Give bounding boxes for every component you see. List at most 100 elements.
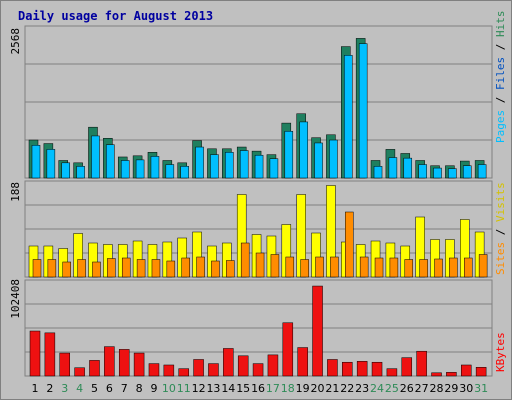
- legend-files: Files: [494, 57, 507, 90]
- bar-kbytes: [193, 359, 204, 377]
- day-label: 4: [76, 382, 83, 395]
- bar-sites: [285, 256, 295, 278]
- bar-sites: [151, 259, 161, 278]
- bar-files: [388, 157, 398, 179]
- day-label: 14: [221, 382, 235, 395]
- bar-sites: [270, 254, 280, 278]
- bar-kbytes: [446, 372, 457, 377]
- bar-kbytes: [148, 363, 160, 377]
- bar-files: [403, 157, 413, 179]
- day-label: 26: [400, 382, 414, 395]
- bar-sites: [62, 261, 71, 278]
- bar-kbytes: [29, 330, 41, 377]
- day-label: 17: [266, 382, 280, 395]
- bar-files: [106, 144, 115, 179]
- day-label: 10: [162, 382, 176, 395]
- legend-hits: Hits: [494, 11, 507, 38]
- bar-sites: [255, 252, 265, 278]
- bar-kbytes: [401, 357, 413, 377]
- bar-kbytes: [267, 354, 279, 377]
- day-label: 22: [340, 382, 354, 395]
- day-label: 21: [325, 382, 339, 395]
- bar-kbytes: [118, 349, 130, 377]
- bar-kbytes: [312, 285, 323, 377]
- bar-sites: [374, 257, 384, 278]
- bar-sites: [345, 211, 354, 278]
- bar-files: [463, 165, 472, 179]
- bar-files: [477, 164, 487, 179]
- bar-sites: [226, 260, 235, 278]
- bar-files: [269, 158, 279, 179]
- bar-files: [61, 162, 70, 179]
- day-label: 5: [91, 382, 98, 395]
- day-label: 29: [444, 382, 458, 395]
- bar-files: [299, 121, 308, 179]
- bar-kbytes: [74, 367, 85, 377]
- bar-sites: [359, 256, 369, 278]
- bar-files: [373, 166, 383, 179]
- day-label: 13: [206, 382, 220, 395]
- day-label: 20: [311, 382, 325, 395]
- bar-files: [120, 160, 130, 179]
- bar-sites: [330, 256, 339, 278]
- legend-pages: Pages: [494, 110, 507, 143]
- bar-sites: [181, 257, 190, 278]
- bar-files: [195, 146, 204, 179]
- day-label: 18: [281, 382, 295, 395]
- bar-kbytes: [431, 372, 442, 377]
- day-label: 6: [106, 382, 113, 395]
- bar-files: [284, 131, 294, 179]
- chart-title: Daily usage for August 2013: [18, 9, 213, 23]
- bar-kbytes: [133, 352, 145, 377]
- bar-files: [76, 166, 85, 179]
- bar-kbytes: [89, 360, 100, 377]
- bar-kbytes: [475, 367, 487, 377]
- legend-separator: /: [494, 37, 507, 57]
- bar-files: [344, 55, 353, 179]
- bar-kbytes: [44, 332, 56, 377]
- bottom-legend: KBytes: [494, 332, 507, 372]
- bar-sites: [166, 260, 176, 278]
- bar-kbytes: [356, 361, 368, 377]
- bar-kbytes: [178, 368, 189, 377]
- day-label: 2: [46, 382, 53, 395]
- bar-sites: [300, 259, 309, 278]
- middle-ymax-label: 188: [9, 182, 22, 202]
- day-label: 28: [430, 382, 444, 395]
- bar-sites: [196, 256, 205, 278]
- day-label: 7: [121, 382, 128, 395]
- bar-sites: [315, 256, 324, 278]
- day-label: 3: [61, 382, 68, 395]
- bar-sites: [478, 254, 488, 278]
- bar-files: [165, 164, 175, 179]
- bar-files: [150, 156, 160, 179]
- day-label: 11: [177, 382, 191, 395]
- bar-files: [135, 159, 145, 179]
- top-ymax-label: 2568: [9, 28, 22, 55]
- bar-files: [31, 145, 41, 179]
- bar-files: [254, 154, 264, 179]
- bottom-ymax-label: 102408: [9, 279, 22, 319]
- bar-kbytes: [104, 346, 115, 377]
- bar-kbytes: [297, 347, 308, 377]
- top-legend: Pages / Files / Hits: [494, 11, 507, 144]
- bar-sites: [240, 242, 250, 278]
- bar-files: [418, 164, 427, 179]
- bar-sites: [92, 261, 101, 278]
- bar-files: [448, 168, 457, 179]
- bar-files: [91, 135, 100, 179]
- bar-files: [433, 167, 442, 179]
- bar-sites: [32, 259, 42, 278]
- legend-visits: Visits: [494, 182, 507, 222]
- bar-kbytes: [371, 361, 383, 377]
- bar-kbytes: [282, 322, 294, 377]
- legend-kbytes: KBytes: [494, 332, 507, 372]
- day-label: 23: [355, 382, 369, 395]
- bar-kbytes: [208, 363, 219, 377]
- bar-kbytes: [237, 355, 249, 377]
- bar-sites: [434, 258, 443, 278]
- bar-files: [180, 166, 189, 179]
- bar-kbytes: [163, 364, 175, 377]
- bar-kbytes: [342, 361, 353, 377]
